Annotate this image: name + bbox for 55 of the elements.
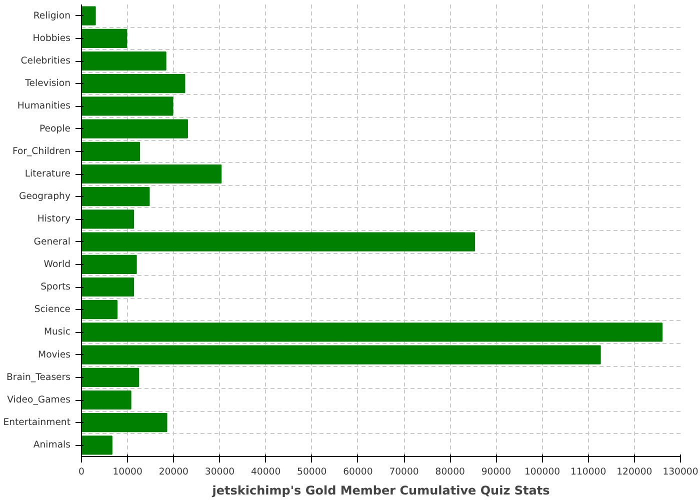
x-tick-label: 100000 — [524, 466, 560, 478]
bar — [82, 390, 132, 410]
y-tick-label: Celebrities — [20, 56, 71, 66]
x-axis-title: jetskichimp's Gold Member Cumulative Quiz Stats — [211, 484, 550, 498]
x-tick-label: 10000 — [112, 466, 142, 478]
y-tick-label: Brain_Teasers — [6, 372, 71, 383]
bar — [82, 254, 137, 274]
x-tick-label: 60000 — [343, 466, 373, 478]
y-tick-label: Sports — [40, 282, 71, 292]
y-tick-label: Hobbies — [32, 32, 71, 44]
y-tick-label: Television — [24, 78, 71, 90]
x-tick-label: 50000 — [297, 466, 327, 478]
y-tick-label: Music — [44, 326, 71, 338]
y-tick-label: General — [34, 236, 71, 248]
y-tick-label: Science — [34, 304, 71, 316]
y-tick-label: History — [37, 214, 71, 225]
bar — [82, 300, 118, 320]
bar — [82, 436, 112, 455]
bar — [82, 210, 134, 229]
x-tick-label: 130000 — [662, 466, 698, 478]
bar — [82, 74, 186, 94]
x-tick-label: 120000 — [616, 466, 652, 478]
bar — [82, 28, 128, 48]
y-tick-label: Humanities — [17, 100, 71, 112]
y-tick-label: Religion — [33, 10, 71, 22]
bar — [82, 187, 150, 206]
x-tick-label: 30000 — [204, 466, 235, 478]
bar — [82, 96, 174, 116]
bar — [82, 368, 140, 387]
x-tick-label: 40000 — [250, 466, 281, 478]
y-tick-label: For_Children — [12, 146, 71, 157]
bar — [82, 345, 601, 364]
y-tick-label: World — [44, 258, 71, 270]
bar — [82, 322, 663, 342]
bar — [82, 413, 168, 432]
y-tick-label: Literature — [24, 168, 71, 180]
y-tick-label: People — [40, 123, 71, 134]
bar — [82, 119, 188, 138]
bar — [82, 232, 476, 252]
bar — [82, 6, 96, 26]
bar — [82, 142, 140, 161]
y-tick-label: Entertainment — [3, 417, 71, 428]
bar — [82, 164, 222, 184]
bar — [82, 51, 166, 71]
x-tick-label: 20000 — [158, 466, 189, 478]
x-tick-label: 80000 — [435, 466, 466, 478]
y-tick-label: Animals — [33, 440, 71, 451]
x-tick-label: 90000 — [481, 466, 512, 478]
y-tick-label: Geography — [19, 191, 71, 202]
y-tick-label: Movies — [38, 349, 71, 360]
x-tick-label: 70000 — [389, 466, 419, 478]
x-tick-label: 0 — [78, 466, 85, 478]
x-tick-label: 110000 — [570, 466, 606, 478]
bar — [82, 277, 134, 297]
y-tick-label: Video_Games — [7, 394, 71, 406]
